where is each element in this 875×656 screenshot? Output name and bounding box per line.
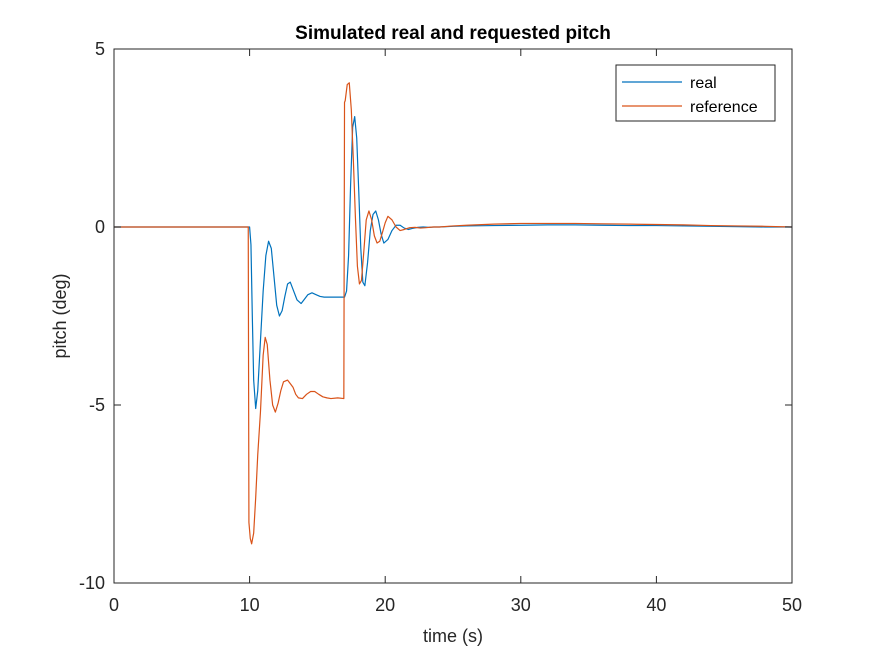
x-tick-label: 20	[375, 595, 395, 615]
x-tick-label: 0	[109, 595, 119, 615]
y-tick-label: -5	[89, 395, 105, 415]
y-axis-label: pitch (deg)	[50, 273, 70, 358]
x-axis-label: time (s)	[423, 626, 483, 646]
y-tick-label: -10	[79, 573, 105, 593]
x-tick-label: 40	[646, 595, 666, 615]
y-tick-label: 5	[95, 39, 105, 59]
legend-label-real: real	[690, 75, 717, 92]
x-tick-label: 30	[511, 595, 531, 615]
x-axis-ticks: 0 10 20 30 40 50	[109, 49, 802, 615]
legend-label-reference: reference	[690, 99, 758, 116]
axes-box	[113, 48, 793, 584]
legend-box	[615, 64, 776, 122]
series-line-reference	[114, 82, 793, 545]
x-tick-label: 10	[240, 595, 260, 615]
plot-area-background	[114, 49, 792, 583]
series-layer	[114, 82, 793, 545]
chart-title: Simulated real and requested pitch	[295, 23, 611, 44]
legend: real reference	[615, 64, 776, 122]
y-axis-ticks: -10 -5 0 5	[79, 39, 792, 593]
x-tick-label: 50	[782, 595, 802, 615]
y-tick-label: 0	[95, 217, 105, 237]
